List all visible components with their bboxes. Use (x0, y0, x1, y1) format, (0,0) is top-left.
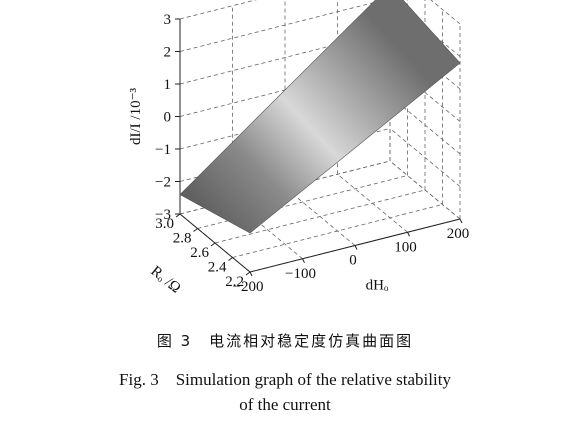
x-tick-mark (354, 245, 358, 250)
surface-layer (179, 0, 461, 234)
z-tick-label: −1 (155, 142, 171, 158)
z-tick-label: −2 (155, 175, 171, 191)
x-tick-label: 0 (349, 253, 357, 269)
x-tick-label: −200 (233, 279, 264, 295)
x-tick-mark (302, 258, 305, 263)
z-tick-label: 3 (164, 12, 172, 28)
gridline-left-z (179, 0, 386, 52)
y-tick-mark (175, 213, 181, 218)
figure-caption-english-line1: Fig. 3 Simulation graph of the relative … (119, 370, 451, 389)
x-axis-label: dHₒ (366, 278, 389, 294)
z-tick-label: 0 (164, 110, 172, 126)
y-tick-label: 2.6 (190, 245, 209, 261)
x-tick-mark (459, 218, 463, 224)
x-tick-label: −100 (285, 266, 316, 282)
figure-caption-english-line2: of the current (239, 395, 331, 414)
gridline-back-z (389, 63, 461, 122)
gridline-left-z (179, 30, 391, 85)
gridline-floor-x (389, 160, 461, 220)
y-tick-label: 2.2 (225, 274, 244, 290)
y-tick-mark (193, 228, 198, 232)
y-tick-mark (245, 271, 251, 276)
y-tick-label: 2.4 (208, 260, 227, 276)
gridline-floor-y (214, 189, 426, 244)
x-tick-mark (407, 232, 410, 237)
gridline-floor-x (232, 200, 303, 260)
gridline-left-z (179, 0, 257, 20)
surface-chart: 3 2 1 0 −1 −2 −33.02.82.62.42.2−200 −100 0 100 200… (128, 0, 469, 297)
y-tick-mark (228, 257, 233, 261)
x-tick-label: 200 (447, 226, 470, 242)
y-tick-label: 3.0 (155, 216, 174, 232)
gridline-floor-y (232, 204, 443, 258)
gridline-back-z (430, 0, 461, 25)
z-tick-label: 1 (164, 77, 172, 93)
z-tick-label: −3 (155, 207, 171, 223)
y-axis-label: Rₒ /Ω (148, 263, 184, 296)
y-tick-label: 2.8 (173, 231, 192, 247)
surface-plane (179, 0, 461, 234)
tick-labels: 3 2 1 0 −1 −2 −33.02.82.62.42.2−200 −100 0 100 200 (155, 12, 469, 295)
z-axis-label: dI/I /10⁻³ (128, 88, 144, 145)
z-tick-label: 2 (164, 45, 172, 61)
gridline-back-z (389, 128, 461, 187)
x-tick-label: 100 (394, 239, 417, 255)
figure-caption-chinese: 图 3 电流相对稳定度仿真曲面图 (156, 332, 414, 350)
x-tick-mark (249, 271, 253, 277)
y-tick-mark (210, 242, 216, 247)
gridline-back-z (389, 95, 461, 155)
